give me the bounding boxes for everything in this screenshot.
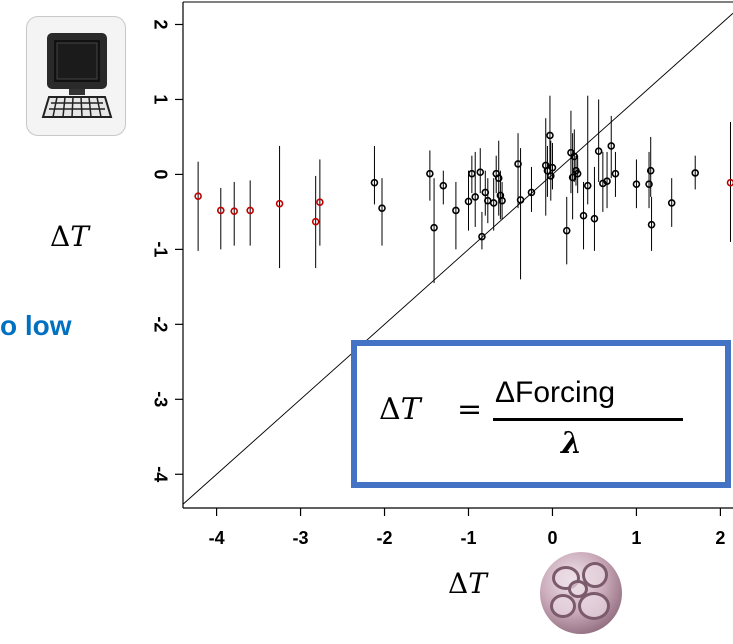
virus-image: [540, 552, 622, 634]
data-point: [426, 169, 434, 178]
y-tick-label: -2: [150, 316, 170, 332]
data-point: [546, 131, 554, 140]
data-point: [667, 199, 676, 207]
data-point: [378, 204, 386, 212]
data-point: [471, 193, 480, 201]
x-tick-label: 2: [715, 528, 725, 548]
formula-box: ΔT = ΔForcing λ: [351, 340, 731, 488]
y-tick-label: 1: [150, 94, 170, 104]
data-point: [594, 147, 603, 155]
x-tick-label: -4: [209, 528, 225, 548]
x-tick-label: -3: [293, 528, 309, 548]
data-point: [476, 168, 485, 176]
side-text: o low: [0, 310, 72, 341]
y-axis-label: ΔT: [50, 220, 89, 253]
data-point: [645, 180, 653, 188]
formula-numerator: ΔForcing: [495, 376, 616, 409]
data-point: [579, 211, 588, 220]
data-point: [452, 206, 460, 215]
x-tick-label: 1: [631, 528, 641, 548]
data-point: [603, 177, 611, 185]
x-axis-label: ΔT: [448, 567, 487, 600]
formula-lhs: ΔT: [379, 392, 421, 427]
y-tick-label: -3: [150, 391, 170, 407]
data-point: [590, 214, 599, 223]
data-point: [316, 198, 324, 206]
formula-equals: =: [457, 392, 483, 427]
data-point: [607, 142, 616, 150]
x-tick-label: -1: [460, 528, 476, 548]
data-point: [611, 169, 620, 178]
data-point: [311, 217, 320, 226]
data-point: [468, 169, 476, 178]
data-point: [489, 199, 498, 207]
data-point: [548, 163, 557, 172]
data-point: [246, 206, 254, 215]
data-point: [573, 169, 582, 178]
data-point: [562, 226, 571, 235]
data-point: [546, 172, 555, 180]
data-point: [516, 196, 525, 204]
data-point: [430, 223, 438, 232]
data-point: [370, 178, 379, 187]
data-point: [726, 178, 733, 187]
x-tick-label: 0: [547, 528, 557, 548]
data-point: [216, 206, 225, 215]
one-to-one-line: [182, 12, 733, 505]
data-point: [583, 181, 592, 190]
data-point: [481, 188, 490, 197]
data-point: [570, 152, 579, 161]
data-point: [647, 220, 656, 229]
formula-fraction-bar: [493, 418, 683, 421]
y-tick-label: 2: [150, 19, 170, 29]
data-point: [691, 169, 700, 177]
data-point: [646, 166, 655, 175]
computer-icon: [26, 16, 126, 136]
data-point: [230, 207, 239, 215]
data-point: [464, 197, 473, 206]
data-point: [568, 173, 577, 182]
data-point: [439, 181, 448, 190]
data-point: [194, 192, 202, 200]
data-point: [498, 196, 506, 205]
data-point: [478, 232, 486, 241]
x-tick-label: -2: [377, 528, 393, 548]
y-tick-label: -4: [150, 466, 170, 482]
data-point: [514, 160, 522, 168]
data-point: [494, 174, 503, 182]
y-tick-label: 0: [150, 169, 170, 179]
data-point: [632, 180, 641, 188]
data-point: [527, 188, 536, 197]
data-point: [275, 199, 284, 208]
y-tick-label: -1: [150, 241, 170, 257]
formula-denominator: λ: [561, 426, 583, 461]
